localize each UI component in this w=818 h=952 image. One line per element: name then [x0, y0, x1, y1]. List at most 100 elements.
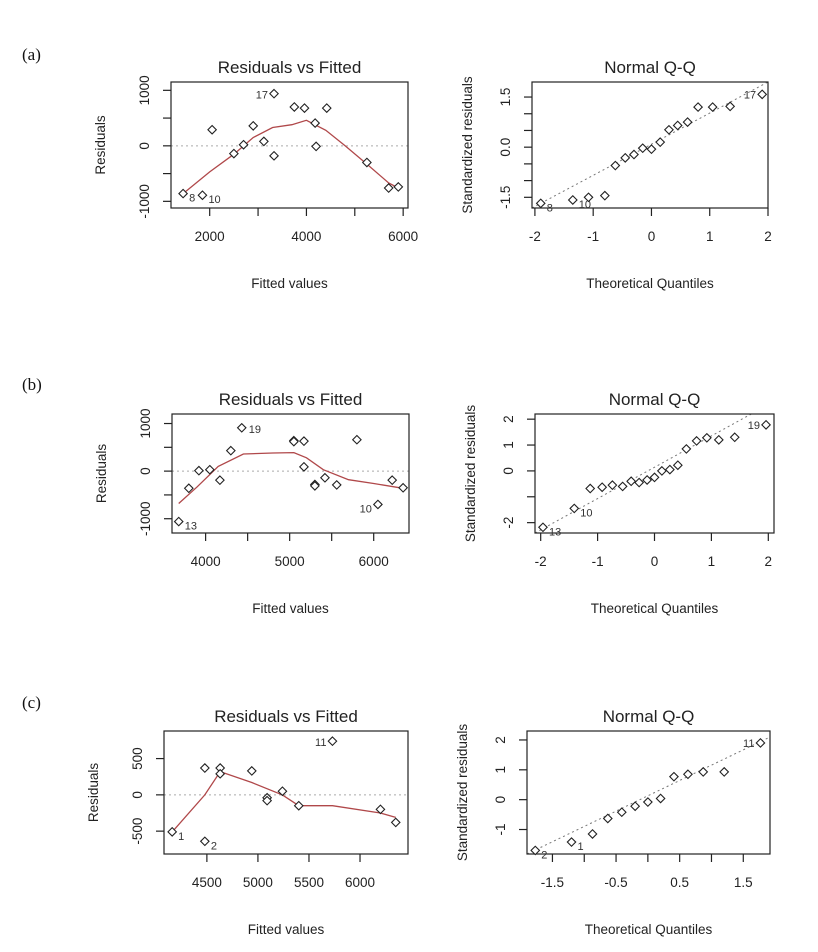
plot-frame	[163, 730, 409, 855]
data-point	[698, 766, 709, 777]
lowess-smooth-line	[171, 770, 396, 833]
data-point	[361, 157, 372, 168]
data-point	[390, 817, 401, 828]
data-point	[173, 516, 184, 527]
panel-label-a: (a)	[22, 45, 41, 64]
y-axis-label: Standardized residuals	[460, 76, 475, 214]
data-point	[620, 152, 631, 163]
point-label: 10	[580, 507, 592, 519]
point-label: 1	[578, 841, 584, 853]
y-tick-label: 0	[130, 791, 145, 799]
data-point	[246, 765, 257, 776]
x-axis-label: Theoretical Quantiles	[591, 601, 719, 616]
y-axis-label: Residuals	[93, 115, 108, 175]
chart-title: Normal Q-Q	[604, 58, 696, 77]
x-tick-label: 5000	[243, 875, 273, 890]
x-axis-label: Theoretical Quantiles	[586, 276, 714, 291]
data-point	[310, 118, 321, 129]
data-point	[197, 190, 208, 201]
x-tick-label: 5000	[275, 554, 305, 569]
y-axis-label: Standardized residuals	[455, 724, 470, 862]
y-tick-label: 0.0	[498, 138, 513, 157]
y-tick-label: 0	[137, 142, 152, 150]
chart-title: Residuals vs Fitted	[218, 58, 362, 77]
data-point	[597, 482, 608, 493]
data-point	[321, 103, 332, 114]
chart-title: Residuals vs Fitted	[219, 390, 363, 409]
data-point	[530, 845, 541, 856]
point-label: 19	[748, 420, 760, 432]
chart-a-rvf: Residuals vs Fitted Fitted values Residual…	[93, 58, 418, 291]
data-point	[298, 436, 309, 447]
plot-frame	[171, 413, 410, 534]
data-point	[668, 771, 679, 782]
data-point	[393, 181, 404, 192]
x-tick-label: -0.5	[604, 875, 627, 890]
point-label: 11	[315, 737, 326, 749]
data-point	[225, 445, 236, 456]
data-point	[289, 102, 300, 112]
data-point	[331, 479, 342, 490]
x-tick-label: 6000	[359, 554, 389, 569]
data-point	[383, 183, 394, 193]
point-label: 11	[743, 738, 754, 750]
plot-area	[535, 414, 752, 533]
point-label: 2	[541, 849, 547, 861]
data-point	[372, 499, 383, 510]
chart-title: Normal Q-Q	[603, 707, 695, 726]
y-tick-label: 2	[501, 415, 516, 423]
x-axis-label: Fitted values	[251, 276, 328, 291]
data-point	[193, 465, 204, 476]
chart-a-qq: Normal Q-Q Theoretical Quantiles Standardi…	[460, 58, 772, 291]
x-tick-label: 1	[706, 229, 714, 244]
data-point	[207, 124, 218, 135]
data-point	[655, 793, 666, 804]
data-point	[248, 120, 259, 131]
qq-reference-line	[532, 82, 768, 208]
x-tick-label: 5500	[294, 875, 324, 890]
data-point	[535, 198, 546, 209]
x-tick-label: 2	[764, 229, 772, 244]
data-point	[707, 102, 718, 113]
y-tick-label: 500	[130, 747, 145, 770]
lowess-smooth-line	[178, 451, 404, 504]
data-point	[327, 736, 338, 747]
x-axis-label: Theoretical Quantiles	[585, 922, 713, 937]
data-point	[375, 804, 386, 815]
y-tick-label: -1.5	[498, 186, 513, 209]
data-point	[610, 160, 621, 171]
data-point	[617, 481, 628, 492]
y-tick-label: 0	[493, 796, 508, 804]
data-point	[682, 117, 693, 128]
data-point	[583, 192, 594, 203]
y-axis-label: Residuals	[94, 444, 109, 504]
y-tick-label: -1	[493, 824, 508, 836]
point-label: 10	[360, 503, 372, 515]
data-point	[537, 522, 548, 533]
data-point	[236, 422, 247, 433]
data-point	[269, 150, 279, 161]
y-tick-label: 1000	[137, 75, 152, 105]
data-point	[713, 434, 724, 445]
y-tick-label: -1000	[138, 501, 153, 536]
point-label: 8	[547, 202, 553, 214]
y-tick-label: 1.5	[498, 88, 513, 107]
x-tick-label: 0	[651, 554, 659, 569]
data-point	[215, 768, 226, 779]
data-point	[637, 143, 648, 154]
data-point	[691, 435, 702, 446]
data-point	[607, 480, 618, 491]
data-point	[642, 797, 653, 808]
x-tick-label: 4000	[291, 229, 321, 244]
data-point	[634, 477, 645, 488]
plot-area	[532, 82, 768, 208]
data-point	[655, 137, 666, 148]
y-tick-label: -1000	[137, 184, 152, 219]
point-label: 1	[178, 831, 184, 843]
x-tick-label: 2000	[195, 229, 225, 244]
plot-area	[172, 451, 409, 504]
data-point	[628, 149, 639, 160]
plot-area	[527, 736, 770, 854]
data-point	[262, 795, 273, 806]
